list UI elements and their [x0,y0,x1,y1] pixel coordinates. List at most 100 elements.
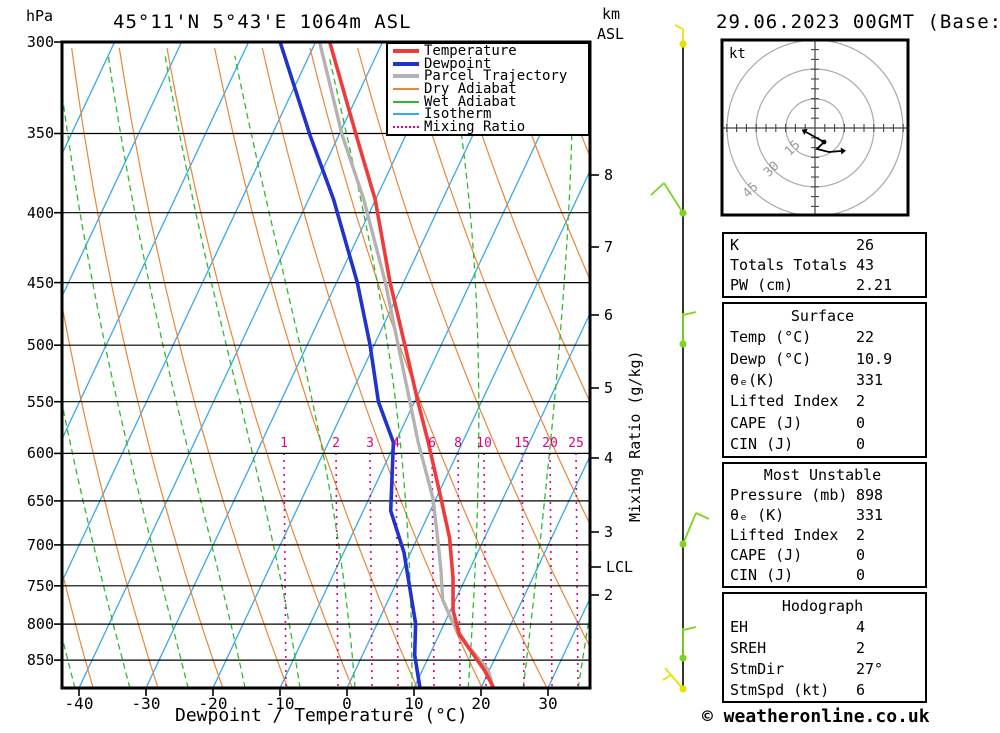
table-row-value: 0 [856,566,866,584]
mixing-ratio-label: 4 [392,436,400,451]
km-tick-label: 8 [604,166,614,184]
pressure-tick-label: 400 [26,203,54,222]
table-row: θₑ (K) 331 [730,506,925,524]
wind-barb-dot [679,540,687,548]
chart-line [404,47,590,526]
temp-tick-label: -30 [131,694,161,713]
legend-line-sample-wet-adiabat [393,100,419,103]
legend-line-sample-parcel-trajectory [393,74,419,79]
table-row: StmSpd (kt) 6 [730,681,925,699]
table-row: θₑ(K) 331 [730,371,925,389]
chart-line [663,182,684,214]
chart-line [650,182,665,196]
mixing-ratio-label: 3 [366,436,374,451]
legend-box: Temperature Dewpoint Parcel Trajectory Dry … [386,42,590,136]
legend-line-sample-temperature [393,49,419,54]
wind-barb-dot [679,685,687,693]
chart-line [682,512,697,545]
mixing-ratio-label: 15 [514,436,530,451]
pressure-tick-label: 350 [26,124,54,143]
chart-line [357,47,590,649]
pressure-tick-label: 750 [26,576,54,595]
chart-line [145,42,451,688]
chart-line [212,42,518,688]
table-row: Dewp (°C) 10.9 [730,350,925,368]
legend-item: Dewpoint [388,55,588,72]
wind-barb-dot [679,340,687,348]
legend-label: Dry Adiabat [424,80,517,97]
table-row-value: 22 [856,328,875,347]
table-row-label: Lifted Index [730,392,839,411]
mixing-ratio-label: 25 [568,436,584,451]
table-row-value: 43 [856,256,875,274]
table-title: Surface [790,306,855,325]
chart-line [62,42,116,156]
legend-label: Parcel Trajectory [424,68,568,85]
hodograph-unit-label: kt [729,46,746,62]
hodograph-trace-arrow [801,128,808,136]
legend-line-sample-mixing-ratio [393,125,419,128]
table-row-value: 331 [856,370,884,389]
chart-line [327,42,496,688]
km-tick-label: 7 [604,238,614,256]
chart-line [695,512,710,520]
pressure-tick-label: 500 [26,336,54,355]
chart-line [278,42,422,688]
table-row: CAPE (J) 0 [730,546,925,564]
table-row: Pressure (mb) 898 [730,486,925,504]
chart-line [309,47,548,688]
table-row-value: 2 [856,526,866,544]
temp-tick-label: 10 [404,694,424,713]
chart-line [62,301,159,688]
km-tick-label: 3 [604,523,614,541]
plot-border [60,40,592,690]
pressure-tick-label: 650 [26,491,54,510]
table-title: Most Unstable [763,466,882,484]
chart-line [279,42,585,688]
table-row-label: StmSpd (kt) [730,680,830,699]
mixing-ratio-axis-label: Mixing Ratio (g/kg) [626,350,644,522]
temp-tick-label: -40 [64,694,94,713]
chart-line [575,452,579,688]
table-row: Temp (°C) 22 [730,328,925,346]
table-row-label: SREH [730,638,767,657]
chart-line [62,88,189,688]
indices-table-most-unstable: Most Unstable Pressure (mb) 898 θₑ (K) 331 Li… [722,462,927,588]
legend-line-sample-isotherm [393,113,419,116]
chart-line [328,55,413,688]
indices-table-surface: Surface Temp (°C) 22 Dewp (°C) 10.9 θₑ(K) 331 L… [722,302,927,458]
table-row: CAPE (J) 0 [730,414,925,432]
table-row-value: 6 [856,680,866,699]
table-row: Lifted Index 2 [730,392,925,410]
wind-barb-dot [679,40,687,48]
table-row-label: PW (cm) [730,276,794,294]
pressure-tick-label: 300 [26,33,54,51]
chart-line [452,47,590,404]
chart-line [674,24,684,30]
table-row-label: Lifted Index [730,526,839,544]
table-row-label: CAPE (J) [730,546,803,564]
temp-tick-label: 20 [471,694,491,713]
table-row-value: 0 [856,546,866,564]
chart-line [521,452,525,688]
legend-item: Wet Adiabat [388,95,588,109]
table-row-value: 0 [856,435,866,454]
table-row-value: 0 [856,413,866,432]
run-title: 29.06.2023 00GMT (Base: 18) [716,11,1000,33]
pressure-tick-label: 700 [26,535,54,554]
legend-item: Temperature [388,44,588,58]
temp-tick-label: -10 [265,694,295,713]
table-row-value: 26 [856,236,875,254]
table-row-label: StmDir [730,659,785,678]
table-row-label: Temp (°C) [730,328,812,347]
legend-label: Isotherm [424,106,492,123]
chart-line [164,55,301,688]
chart-line [166,47,354,688]
chart-line [369,452,373,688]
legend-line-sample-dewpoint [393,61,419,66]
temp-tick-label: 0 [342,694,352,713]
hodograph-border [720,38,910,217]
table-row-label: EH [730,617,749,636]
legend-label: Dewpoint [424,55,492,72]
